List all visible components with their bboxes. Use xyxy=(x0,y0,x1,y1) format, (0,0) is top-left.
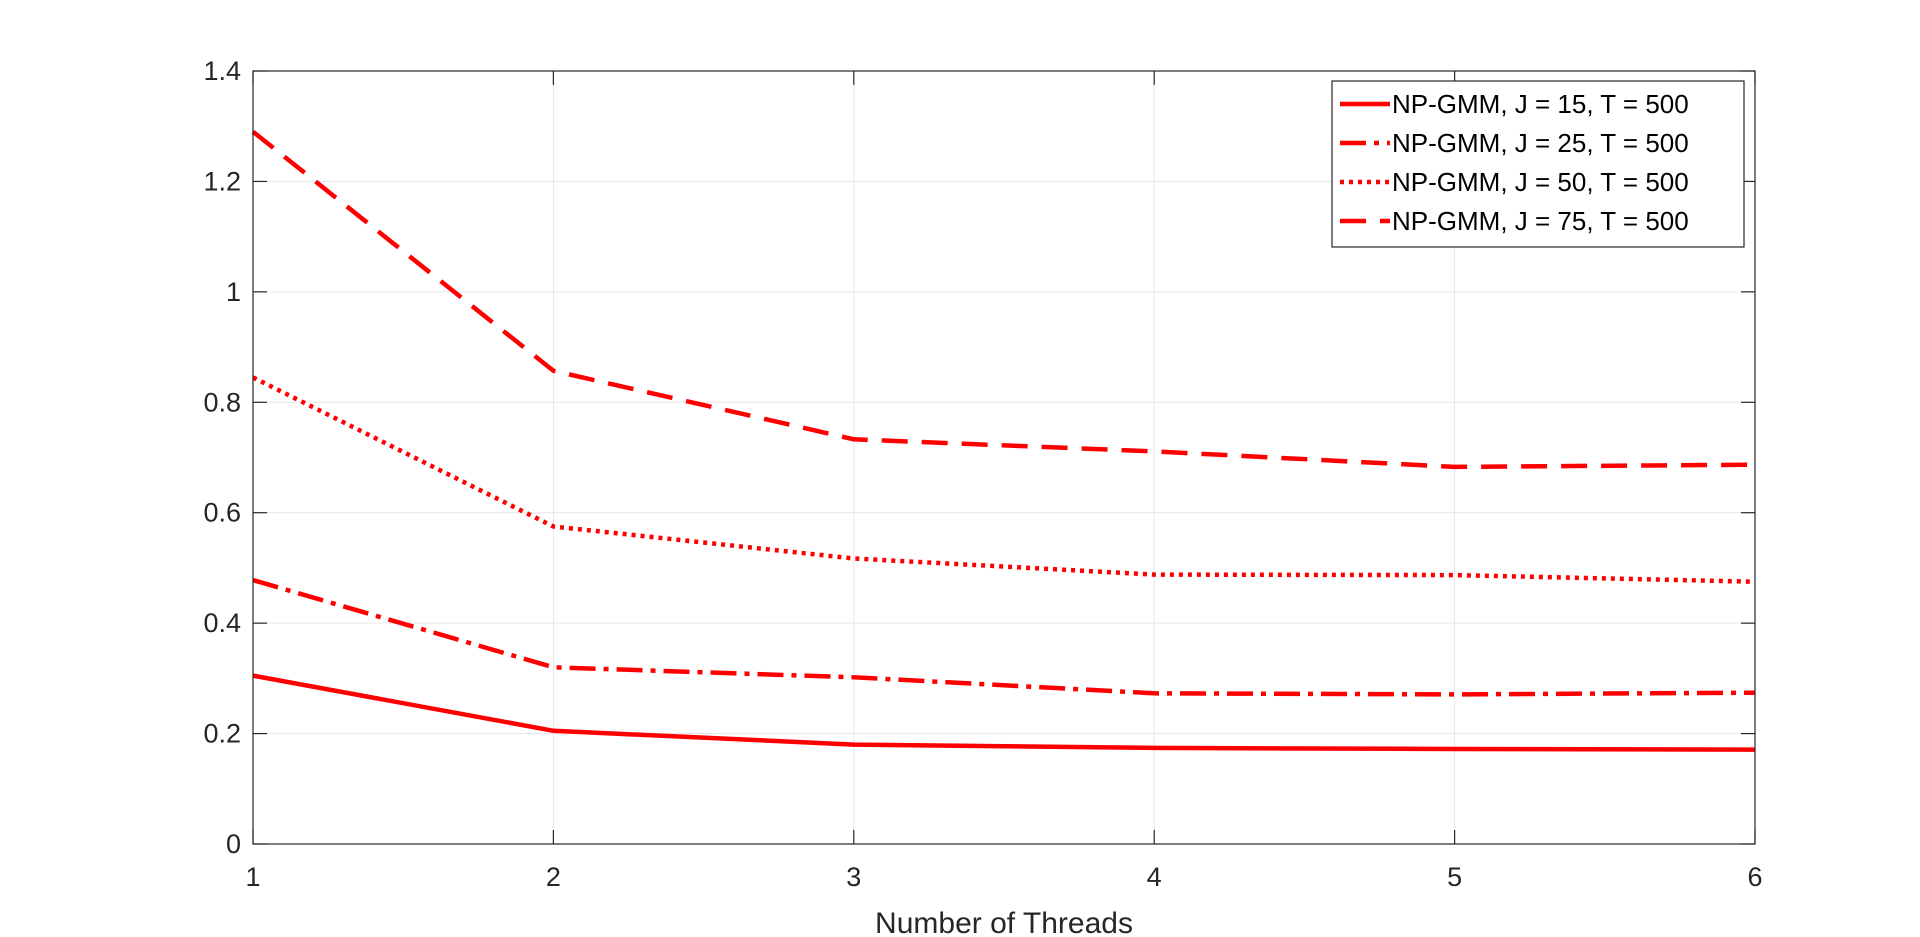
series-lines xyxy=(251,129,1756,752)
x-axis-title: Number of Threads xyxy=(875,907,1133,937)
y-tick-label: 0.8 xyxy=(203,387,241,417)
series-line-2 xyxy=(252,577,1756,697)
y-tick-label: 0 xyxy=(226,829,241,859)
y-tick-label: 1 xyxy=(226,277,241,307)
axis-ticks xyxy=(252,70,1756,845)
series-line-3 xyxy=(251,375,1756,584)
x-tick-label: 3 xyxy=(846,862,861,892)
legend-box xyxy=(1331,80,1745,248)
x-tick-label: 5 xyxy=(1447,862,1462,892)
legend-label-3: NP-GMM, J = 50, T = 500 xyxy=(1392,167,1689,197)
x-tick-label: 2 xyxy=(546,862,561,892)
legend-label-2: NP-GMM, J = 25, T = 500 xyxy=(1392,128,1689,158)
series-line-1 xyxy=(252,673,1756,752)
y-tick-label: 0.2 xyxy=(203,719,241,749)
plot-frame xyxy=(252,70,1756,845)
y-tick-label: 0.4 xyxy=(203,608,241,638)
legend-label-4: NP-GMM, J = 75, T = 500 xyxy=(1392,206,1689,236)
series-line-4 xyxy=(251,129,1756,470)
y-tick-label: 1.2 xyxy=(203,166,241,196)
x-tick-label: 6 xyxy=(1747,862,1762,892)
x-tick-label: 4 xyxy=(1147,862,1162,892)
y-tick-label: 1.4 xyxy=(203,56,241,86)
x-tick-labels: 1 2 3 4 5 6 xyxy=(245,862,1762,892)
y-tick-label: 0.6 xyxy=(203,498,241,528)
x-tick-label: 1 xyxy=(245,862,260,892)
y-tick-labels: 0 0.2 0.4 0.6 0.8 1 1.2 1.4 xyxy=(203,56,241,859)
legend-label-1: NP-GMM, J = 15, T = 500 xyxy=(1392,89,1689,119)
legend: NP-GMM, J = 15, T = 500 NP-GMM, J = 25, T… xyxy=(1331,80,1745,248)
